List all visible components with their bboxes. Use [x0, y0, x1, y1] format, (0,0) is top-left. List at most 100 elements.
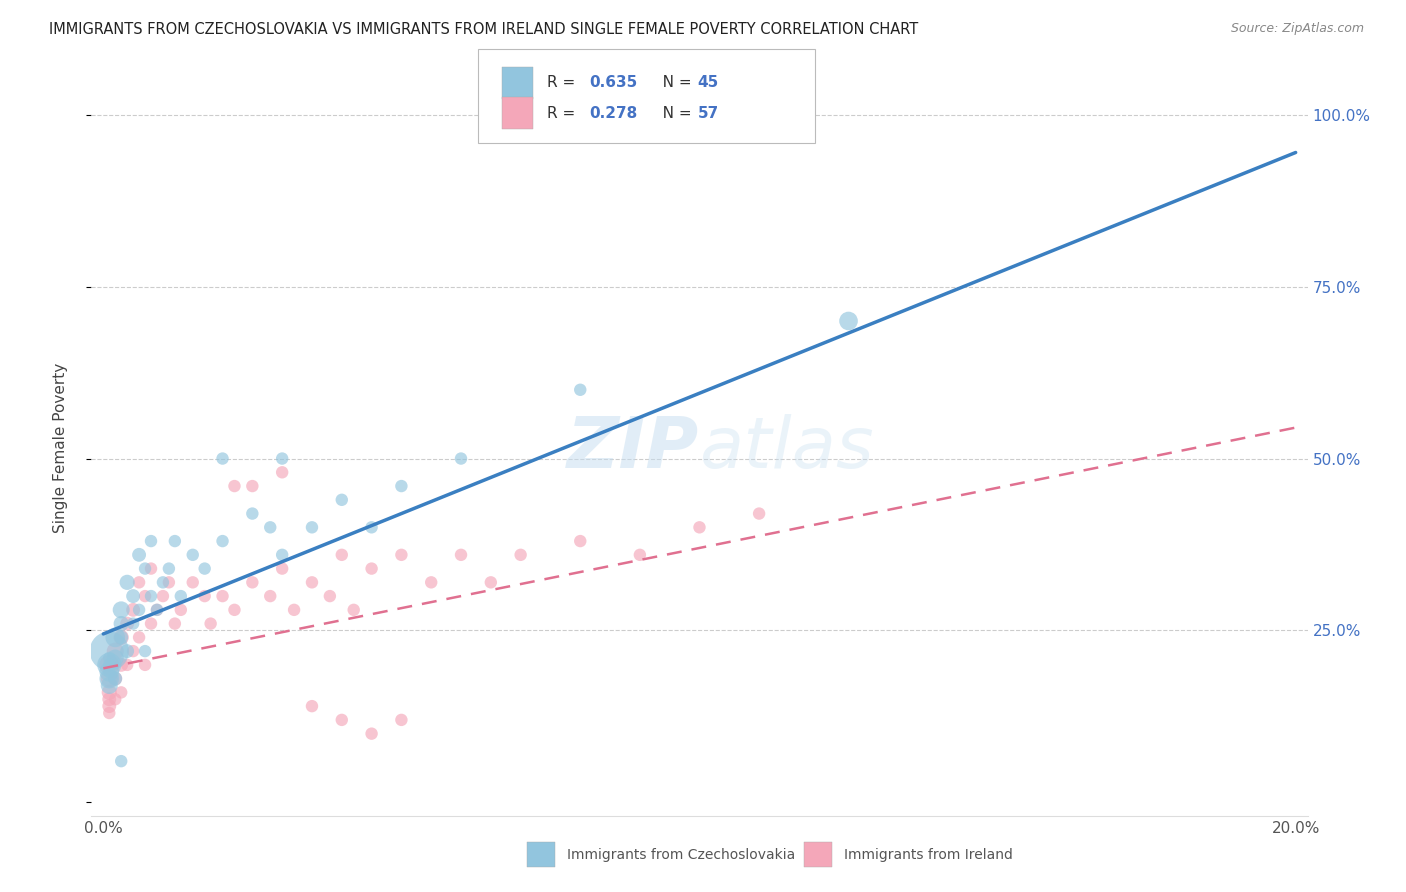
Point	[98, 699, 121, 714]
Point	[479, 575, 502, 590]
Point	[110, 657, 132, 672]
Point	[157, 575, 180, 590]
Point	[98, 651, 121, 665]
Point	[211, 451, 233, 466]
Point	[224, 479, 246, 493]
Point	[98, 665, 121, 679]
Point	[360, 520, 382, 534]
Point	[128, 603, 150, 617]
Point	[98, 657, 121, 672]
Point	[110, 631, 132, 645]
Point	[389, 479, 412, 493]
Point	[128, 631, 150, 645]
Point	[240, 575, 263, 590]
Point	[211, 534, 233, 549]
Point	[122, 616, 145, 631]
Point	[569, 534, 592, 549]
Point	[301, 575, 323, 590]
Point	[163, 534, 186, 549]
Point	[360, 561, 382, 575]
Point	[115, 575, 138, 590]
Point	[146, 603, 169, 617]
Point	[389, 548, 412, 562]
Y-axis label: Single Female Poverty: Single Female Poverty	[53, 363, 67, 533]
Point	[259, 589, 281, 603]
Point	[98, 685, 121, 699]
Point	[122, 603, 145, 617]
Point	[115, 616, 138, 631]
Point	[838, 314, 860, 328]
Point	[200, 616, 222, 631]
Point	[139, 534, 162, 549]
Point	[240, 479, 263, 493]
Point	[628, 548, 651, 562]
Point	[122, 644, 145, 658]
Point	[240, 507, 263, 521]
Point	[360, 726, 382, 740]
Point	[134, 561, 156, 575]
Point	[115, 657, 138, 672]
Point	[104, 672, 127, 686]
Point	[139, 616, 162, 631]
Point	[450, 548, 472, 562]
Point	[98, 644, 121, 658]
Text: 0.635: 0.635	[589, 76, 637, 90]
Point	[98, 692, 121, 706]
Point	[301, 699, 323, 714]
Text: atlas: atlas	[699, 414, 875, 483]
Point	[330, 713, 353, 727]
Point	[194, 589, 217, 603]
Point	[98, 672, 121, 686]
Point	[194, 561, 217, 575]
Point	[569, 383, 592, 397]
Point	[271, 548, 294, 562]
Text: ZIP: ZIP	[567, 414, 699, 483]
Point	[509, 548, 531, 562]
Point	[110, 754, 132, 768]
Point	[170, 589, 193, 603]
Point	[98, 665, 121, 679]
Point	[283, 603, 305, 617]
Point	[163, 616, 186, 631]
Point	[330, 548, 353, 562]
Point	[139, 589, 162, 603]
Point	[420, 575, 443, 590]
Point	[152, 589, 174, 603]
Point	[104, 692, 127, 706]
Text: R =: R =	[547, 106, 581, 120]
Point	[134, 657, 156, 672]
Point	[152, 575, 174, 590]
Point	[98, 657, 121, 672]
Point	[181, 548, 204, 562]
Point	[343, 603, 366, 617]
Point	[271, 451, 294, 466]
Point	[224, 603, 246, 617]
Text: 45: 45	[697, 76, 718, 90]
Point	[181, 575, 204, 590]
Point	[98, 679, 121, 693]
Point	[259, 520, 281, 534]
Point	[98, 657, 121, 672]
Point	[450, 451, 472, 466]
Point	[115, 644, 138, 658]
Point	[122, 589, 145, 603]
Text: Immigrants from Ireland: Immigrants from Ireland	[844, 847, 1012, 862]
Point	[748, 507, 770, 521]
Point	[104, 644, 127, 658]
Point	[157, 561, 180, 575]
Point	[110, 603, 132, 617]
Text: 0.278: 0.278	[589, 106, 637, 120]
Text: IMMIGRANTS FROM CZECHOSLOVAKIA VS IMMIGRANTS FROM IRELAND SINGLE FEMALE POVERTY : IMMIGRANTS FROM CZECHOSLOVAKIA VS IMMIGR…	[49, 22, 918, 37]
Text: R =: R =	[547, 76, 581, 90]
Point	[134, 589, 156, 603]
Point	[110, 616, 132, 631]
Point	[110, 685, 132, 699]
Text: N =: N =	[648, 106, 696, 120]
Point	[389, 713, 412, 727]
Point	[271, 561, 294, 575]
Point	[688, 520, 710, 534]
Text: Source: ZipAtlas.com: Source: ZipAtlas.com	[1230, 22, 1364, 36]
Point	[128, 575, 150, 590]
Text: 57: 57	[697, 106, 718, 120]
Text: Immigrants from Czechoslovakia: Immigrants from Czechoslovakia	[567, 847, 794, 862]
